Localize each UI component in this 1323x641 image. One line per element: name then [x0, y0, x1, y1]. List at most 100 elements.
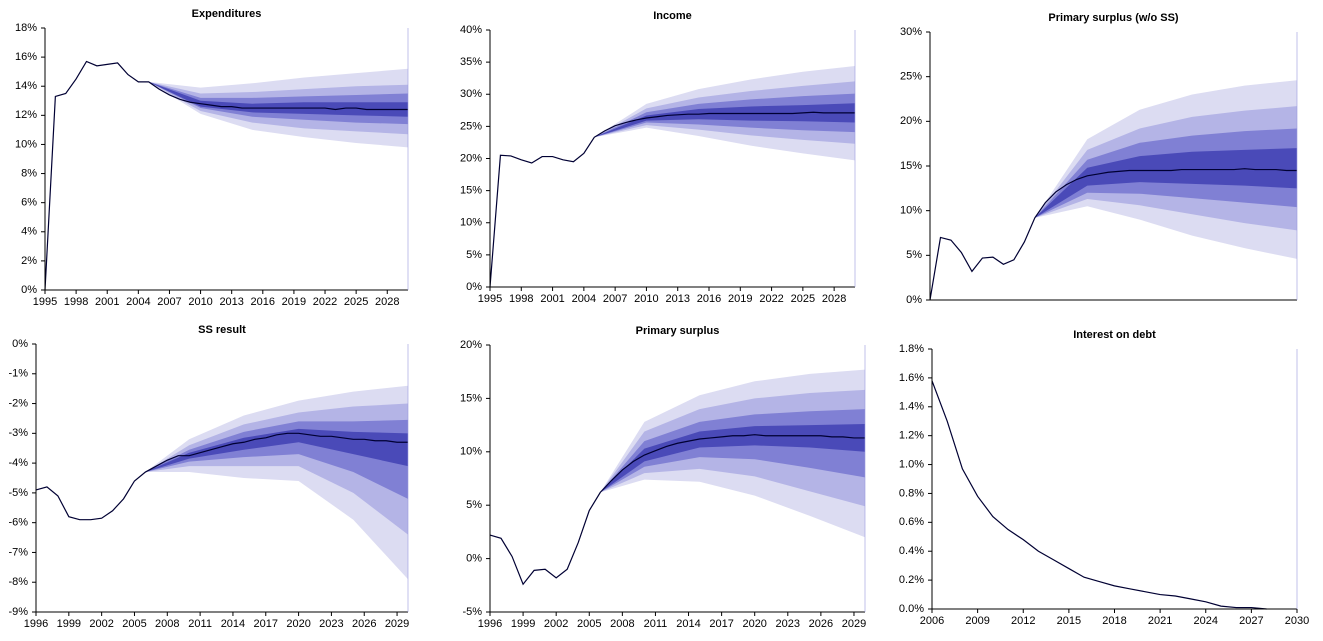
y-tick-label: -2% [8, 397, 28, 409]
y-tick-label: 14% [15, 80, 37, 92]
y-tick-label: 1.4% [899, 401, 924, 413]
x-tick-label: 2025 [344, 296, 368, 308]
y-tick-label: 12% [15, 109, 37, 121]
fan-band [145, 428, 409, 473]
x-tick-label: 2017 [709, 618, 733, 630]
y-tick-label: -7% [8, 546, 28, 558]
fan-band [600, 424, 865, 493]
y-tick-label: 18% [15, 22, 37, 34]
median-line [35, 432, 408, 521]
median-line [929, 168, 1297, 301]
x-tick-label: 2005 [577, 618, 601, 630]
x-tick-label: 2013 [219, 296, 243, 308]
y-tick-label: -5% [462, 606, 482, 618]
x-tick-label: 2018 [1102, 615, 1126, 627]
x-tick-label: 2002 [89, 618, 113, 630]
fan-band [1034, 148, 1297, 218]
y-tick-label: 0.6% [899, 516, 924, 528]
x-tick-label: 2029 [842, 618, 866, 630]
y-tick-label: 20% [900, 115, 922, 127]
y-tick-label: 15% [460, 392, 482, 404]
y-tick-label: 2% [21, 255, 37, 267]
x-tick-label: 1996 [478, 618, 502, 630]
y-tick-label: 15% [900, 160, 922, 172]
x-tick-label: 2004 [572, 293, 596, 305]
y-tick-label: 25% [460, 120, 482, 132]
x-tick-label: 1995 [478, 293, 502, 305]
x-tick-label: 1998 [509, 293, 533, 305]
chart-title: Expenditures [192, 8, 262, 20]
x-tick-label: 2027 [1239, 615, 1263, 627]
x-tick-label: 2009 [965, 615, 989, 627]
median-line [489, 434, 865, 586]
y-tick-label: 0.4% [899, 545, 924, 557]
chart-title: Primary surplus (w/o SS) [1048, 12, 1179, 24]
x-tick-label: 2030 [1285, 615, 1309, 627]
y-tick-label: 10% [900, 205, 922, 217]
x-tick-label: 2004 [126, 296, 150, 308]
x-tick-label: 2021 [1148, 615, 1172, 627]
fan-band [594, 103, 855, 138]
y-tick-label: -8% [8, 576, 28, 588]
x-tick-label: 2022 [759, 293, 783, 305]
y-tick-label: 8% [21, 167, 37, 179]
x-tick-label: 2026 [352, 618, 376, 630]
x-tick-label: 2007 [157, 296, 181, 308]
x-tick-label: 2023 [776, 618, 800, 630]
y-tick-label: -4% [8, 457, 28, 469]
x-tick-label: 1995 [33, 296, 57, 308]
y-tick-label: 5% [906, 249, 922, 261]
chart-title: Primary surplus [636, 325, 720, 337]
chart-title: SS result [198, 324, 246, 336]
x-tick-label: 2011 [644, 618, 668, 630]
y-tick-label: 20% [460, 152, 482, 164]
median-line [931, 380, 1267, 610]
y-tick-label: 15% [460, 185, 482, 197]
y-tick-label: 0.2% [899, 574, 924, 586]
y-tick-label: 25% [900, 71, 922, 83]
x-tick-label: 2002 [544, 618, 568, 630]
x-tick-label: 2022 [313, 296, 337, 308]
x-tick-label: 2015 [1057, 615, 1081, 627]
y-tick-label: -3% [8, 427, 28, 439]
y-tick-label: 40% [460, 24, 482, 36]
y-tick-label: 10% [460, 217, 482, 229]
x-tick-label: 2019 [282, 296, 306, 308]
y-tick-label: 1.2% [899, 430, 924, 442]
x-tick-label: 2013 [665, 293, 689, 305]
y-tick-label: 1.6% [899, 372, 924, 384]
x-tick-label: 2028 [822, 293, 846, 305]
y-tick-label: 1.0% [899, 458, 924, 470]
x-tick-label: 2014 [221, 618, 245, 630]
x-tick-label: 2016 [697, 293, 721, 305]
x-tick-label: 2008 [610, 618, 634, 630]
x-tick-label: 2025 [791, 293, 815, 305]
y-tick-label: 0% [906, 294, 922, 306]
y-tick-label: 10% [460, 446, 482, 458]
x-tick-label: 2029 [385, 618, 409, 630]
median-line [489, 111, 855, 288]
y-tick-label: 0% [466, 553, 482, 565]
x-tick-label: 2011 [188, 618, 212, 630]
y-tick-label: -9% [8, 606, 28, 618]
y-tick-label: 0.0% [899, 603, 924, 615]
y-tick-label: 20% [460, 339, 482, 351]
x-tick-label: 2023 [319, 618, 343, 630]
y-tick-label: 0% [12, 338, 28, 350]
x-tick-label: 2026 [809, 618, 833, 630]
y-tick-label: 30% [900, 26, 922, 38]
x-tick-label: 2020 [286, 618, 310, 630]
y-tick-label: -1% [8, 368, 28, 380]
y-tick-label: 35% [460, 56, 482, 68]
x-tick-label: 2020 [742, 618, 766, 630]
x-tick-label: 1998 [64, 296, 88, 308]
x-tick-label: 2006 [920, 615, 944, 627]
y-tick-label: 5% [466, 249, 482, 261]
y-tick-label: -5% [8, 487, 28, 499]
x-tick-label: 2017 [254, 618, 278, 630]
median-line [44, 60, 408, 291]
chart-title: Income [653, 10, 692, 22]
x-tick-label: 2012 [1011, 615, 1035, 627]
